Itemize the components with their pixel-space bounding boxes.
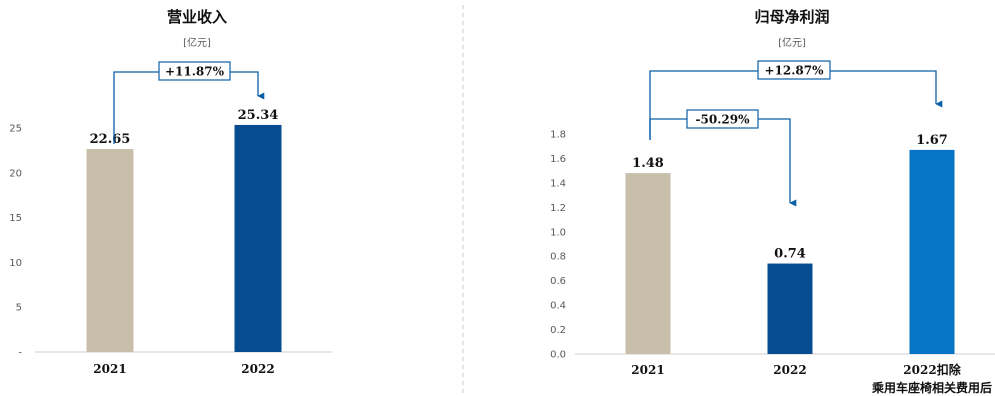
growth-rate-label: +12.87% — [764, 64, 824, 78]
data-label: 25.34 — [238, 108, 279, 123]
annotation-connector — [649, 118, 687, 140]
data-label: 22.65 — [90, 132, 131, 147]
data-label: 1.48 — [632, 156, 664, 171]
chart-unit: [亿元] — [183, 36, 211, 49]
annotation-box — [158, 61, 231, 81]
growth-annotation: -50.29% — [649, 109, 797, 207]
bar-2022 — [234, 124, 282, 352]
annotation-arrow — [830, 70, 943, 108]
x-tick-label: 2022 — [773, 363, 806, 377]
x-tick-label: 2022扣除 — [903, 362, 961, 377]
chart-panel-2: 归母净利润 [亿元] 0.0 0.2 0.4 0.6 0.8 1.0 1.2 1.4 1.6 1.8 1… — [550, 8, 995, 395]
growth-rate-label: +11.87% — [165, 65, 225, 79]
y-tick-label: 0.4 — [550, 301, 566, 312]
growth-annotation: +12.87% — [649, 60, 943, 140]
growth-annotation: +11.87% — [113, 61, 265, 144]
y-tick-label: 0.6 — [550, 276, 566, 287]
x-tick-label: 2021 — [93, 362, 126, 376]
y-tick-label: 10 — [9, 258, 22, 269]
chart-unit: [亿元] — [778, 36, 806, 49]
y-tick-label: - — [18, 348, 22, 359]
chart-panel-1: 营业收入 [亿元] - 5 10 15 20 25 22.65 2021 25.34 2022 +11.… — [9, 8, 332, 376]
data-label: 1.67 — [916, 133, 948, 148]
x-tick-label: 2021 — [631, 363, 664, 377]
y-tick-label: 15 — [9, 213, 22, 224]
y-tick-label: 20 — [9, 168, 22, 179]
data-label: 0.74 — [774, 247, 806, 262]
annotation-arrow — [230, 71, 265, 100]
y-tick-label: 0.2 — [550, 325, 566, 336]
y-tick-label: 1.6 — [550, 154, 566, 165]
growth-rate-label: -50.29% — [696, 113, 751, 127]
x-tick-label: 2022 — [241, 362, 274, 376]
annotation-box — [757, 60, 831, 80]
y-tick-label: 0.0 — [550, 350, 566, 361]
annotation-connector — [113, 71, 159, 144]
y-tick-label: 1.2 — [550, 203, 566, 214]
y-tick-label: 25 — [9, 124, 22, 135]
bar-2021 — [625, 173, 671, 354]
x-tick-label: 乘用车座椅相关费用后 — [871, 380, 992, 395]
y-tick-label: 1.4 — [550, 178, 566, 189]
annotation-arrow — [758, 118, 797, 207]
annotation-box — [686, 109, 759, 129]
chart-title: 归母净利润 — [754, 8, 829, 26]
bar-2022扣除 — [909, 149, 955, 354]
bar-2021 — [86, 149, 134, 352]
bar-2022 — [767, 263, 813, 354]
y-tick-label: 5 — [16, 303, 22, 314]
y-tick-label: 1.0 — [550, 227, 566, 238]
y-tick-label: 1.8 — [550, 130, 566, 141]
chart-title: 营业收入 — [167, 8, 227, 26]
annotation-connector — [649, 70, 758, 140]
y-tick-label: 0.8 — [550, 252, 566, 263]
